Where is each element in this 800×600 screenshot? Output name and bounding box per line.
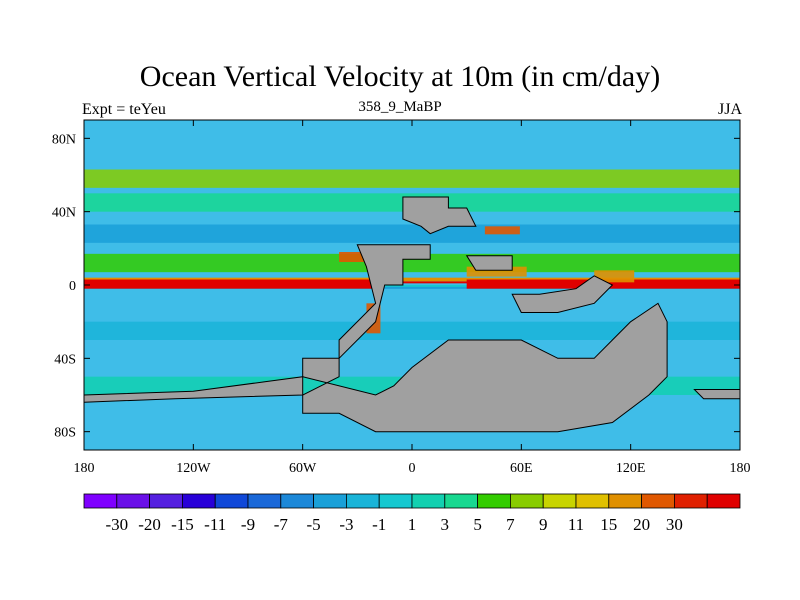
velocity-band	[84, 321, 740, 340]
coastal-anomaly	[466, 266, 527, 277]
colorbar-swatch	[674, 493, 708, 509]
experiment-label: Expt = teYeu	[82, 101, 166, 118]
land-mass	[402, 196, 477, 235]
equatorial-band	[84, 286, 740, 289]
colorbar-label: -1	[372, 515, 386, 534]
colorbar-swatch	[214, 493, 249, 509]
y-tick-label: 80S	[54, 426, 76, 441]
colorbar-swatch	[149, 493, 183, 509]
coastal-anomaly	[594, 270, 635, 283]
velocity-band	[84, 169, 740, 188]
colorbar-label: 3	[441, 515, 450, 534]
x-axis-ticks: 180 120W 60W 0 60E 120E 180	[74, 120, 751, 476]
land-mass	[693, 389, 740, 400]
land-mass	[465, 255, 513, 271]
colorbar-swatch	[181, 493, 216, 509]
colorbar-label: 30	[666, 515, 683, 534]
x-tick-label: 120W	[176, 461, 211, 476]
colorbar-label: 7	[506, 515, 515, 534]
y-tick-label: 40S	[54, 352, 76, 367]
x-tick-label: 180	[74, 461, 95, 476]
x-tick-label: 60E	[510, 461, 533, 476]
colorbar-swatch	[608, 493, 642, 509]
colorbar-swatch	[641, 493, 675, 509]
x-tick-label: 60W	[289, 461, 317, 476]
x-tick-label: 120E	[616, 461, 646, 476]
colorbar-label: -9	[241, 515, 255, 534]
land-mass	[511, 275, 614, 313]
colorbar-swatch	[280, 493, 314, 509]
colorbar: -30 -20 -15 -11 -9 -7 -5 -3 -1 1 3 5 7 9 11 15 20 30	[83, 493, 741, 534]
colorbar-swatch	[509, 493, 544, 509]
coastal-anomaly	[484, 226, 520, 235]
x-tick-label: 0	[409, 461, 416, 476]
colorbar-label: 11	[568, 515, 584, 534]
colorbar-label: 15	[600, 515, 617, 534]
map-field	[84, 120, 740, 450]
y-axis-ticks: 80N 40N 0 40S 80S	[52, 132, 740, 441]
colorbar-swatch	[542, 493, 577, 509]
colorbar-swatch	[575, 493, 610, 509]
colorbar-label: -20	[138, 515, 161, 534]
colorbar-swatch	[83, 493, 118, 509]
colorbar-swatch	[706, 493, 741, 509]
land-masses	[84, 196, 740, 433]
land-mass	[84, 376, 304, 403]
period-label: 358_9_MaBP	[358, 99, 442, 115]
colorbar-label: 9	[539, 515, 548, 534]
equatorial-band	[84, 277, 740, 282]
season-label: JJA	[717, 101, 742, 118]
colorbar-label: -30	[105, 515, 128, 534]
colorbar-swatch	[345, 493, 380, 509]
colorbar-swatch	[313, 493, 347, 509]
colorbar-label: -5	[307, 515, 321, 534]
colorbar-label: 20	[633, 515, 650, 534]
velocity-band	[84, 224, 740, 243]
colorbar-swatch	[411, 493, 446, 509]
colorbar-swatch	[444, 493, 478, 509]
colorbar-label: -7	[274, 515, 289, 534]
y-tick-label: 80N	[52, 132, 76, 147]
colorbar-swatch	[378, 493, 413, 509]
colorbar-label: 1	[408, 515, 417, 534]
colorbar-label: -3	[339, 515, 353, 534]
equatorial-band	[84, 285, 740, 287]
colorbar-swatch	[477, 493, 511, 509]
velocity-band	[84, 253, 740, 273]
equatorial-band	[84, 281, 740, 284]
colorbar-swatch	[116, 493, 151, 509]
colorbar-label: -15	[171, 515, 194, 534]
x-tick-label: 180	[730, 461, 751, 476]
colorbar-swatch	[247, 493, 282, 509]
colorbar-label: -11	[204, 515, 226, 534]
land-mass	[302, 244, 668, 433]
y-tick-label: 0	[69, 279, 76, 294]
y-tick-label: 40N	[52, 206, 76, 221]
map-title: Ocean Vertical Velocity at 10m (in cm/da…	[139, 60, 661, 93]
colorbar-label: 5	[473, 515, 482, 534]
equatorial-upwelling	[84, 279, 376, 289]
